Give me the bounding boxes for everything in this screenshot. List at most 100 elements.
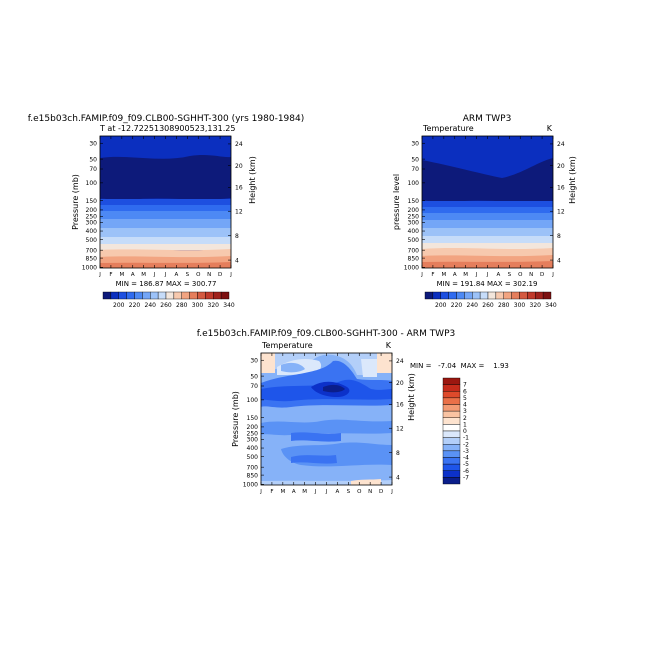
ytick-label: 250 <box>86 214 98 221</box>
ytick-label: 50 <box>250 373 258 380</box>
colorbar-swatch <box>442 424 461 432</box>
ytick-label: 850 <box>408 255 420 262</box>
panel-obs-yticks-right: 24 20 16 12 8 4 <box>550 141 565 264</box>
colorbar-swatch <box>442 450 461 458</box>
colorbar-swatch <box>442 437 461 445</box>
xtick-label: A <box>497 272 501 278</box>
panel-model-title: f.e15b03ch.FAMIP.f09_f09.CLB00-SGHHT-300… <box>28 114 304 124</box>
ytick-right-label: 8 <box>235 233 239 240</box>
colorbar-swatch <box>432 291 441 300</box>
ytick-label: 1000 <box>82 265 97 272</box>
ytick-label: 250 <box>408 214 420 221</box>
ytick-label: 1000 <box>243 482 258 489</box>
colorbar-label: 340 <box>223 302 235 309</box>
ytick-right-label: 4 <box>396 474 400 481</box>
ytick-label: 400 <box>247 445 259 452</box>
colorbar-label: 300 <box>514 302 526 309</box>
xtick-label: D <box>540 272 544 278</box>
ytick-label: 150 <box>247 415 259 422</box>
ytick-label: 700 <box>408 247 420 254</box>
xtick-label: J <box>551 272 554 278</box>
colorbar-swatch <box>424 291 434 300</box>
colorbar-label: 3 <box>463 408 467 415</box>
xtick-label: S <box>186 272 190 278</box>
panel-model-ylabel-right: Height (km) <box>248 156 257 204</box>
ytick-right-label: 12 <box>235 208 243 215</box>
xtick-label: N <box>529 272 533 278</box>
ytick-label: 850 <box>86 255 98 262</box>
xtick-label: F <box>270 489 273 495</box>
xtick-label: J <box>325 489 328 495</box>
xtick-label: O <box>518 272 523 278</box>
panel-model-stats: MIN = 186.87 MAX = 300.77 <box>116 280 217 288</box>
xtick-label: D <box>218 272 222 278</box>
panel-model-colorbar: 200 220 240 260 280 300 320 340 <box>102 291 235 309</box>
ytick-label: 50 <box>89 156 97 163</box>
ytick-label: 30 <box>89 140 97 147</box>
panel-diff-ylabel-right: Height (km) <box>407 373 416 421</box>
colorbar-swatch <box>150 291 159 300</box>
xtick-label: J <box>475 272 478 278</box>
panel-diff-subtitle: Temperature <box>261 341 313 350</box>
colorbar-swatch <box>442 417 461 425</box>
colorbar-swatch <box>118 291 127 300</box>
colorbar-label: 240 <box>145 302 157 309</box>
colorbar-swatch <box>519 291 528 300</box>
colorbar-label: 220 <box>451 302 463 309</box>
colorbar-swatch <box>173 291 182 300</box>
colorbar-swatch <box>495 291 504 300</box>
ytick-label: 700 <box>86 247 98 254</box>
colorbar-swatch <box>213 291 222 300</box>
xtick-label: M <box>119 272 124 278</box>
colorbar-swatch <box>472 291 481 300</box>
xtick-label: S <box>347 489 351 495</box>
colorbar-swatch <box>102 291 112 300</box>
ytick-label: 200 <box>408 207 420 214</box>
ytick-label: 150 <box>86 198 98 205</box>
panel-obs-title: ARM TWP3 <box>463 114 512 124</box>
ytick-label: 400 <box>86 228 98 235</box>
panel-obs-ylabel: pressure level <box>392 174 401 230</box>
ytick-label: 70 <box>250 383 258 390</box>
ytick-label: 500 <box>408 237 420 244</box>
ytick-label: 30 <box>411 140 419 147</box>
colorbar-swatch <box>442 430 461 438</box>
ytick-right-label: 20 <box>557 163 565 170</box>
panel-model: f.e15b03ch.FAMIP.f09_f09.CLB00-SGHHT-300… <box>28 114 304 309</box>
xtick-label: F <box>431 272 434 278</box>
ytick-right-label: 20 <box>396 380 404 387</box>
colorbar-swatch <box>442 470 461 478</box>
colorbar-label: 2 <box>463 415 467 422</box>
xtick-label: S <box>508 272 512 278</box>
ytick-label: 200 <box>86 207 98 214</box>
colorbar-label: 0 <box>463 428 467 435</box>
colorbar-swatch <box>442 457 461 465</box>
xtick-label: A <box>175 272 179 278</box>
ytick-label: 30 <box>250 357 258 364</box>
xtick-label: A <box>453 272 457 278</box>
colorbar-swatch <box>442 410 461 418</box>
panel-diff-stats: MIN = -7.04 MAX = 1.93 <box>410 362 509 370</box>
colorbar-label: -1 <box>463 435 469 442</box>
panel-obs: ARM TWP3 Temperature K 30507010015020025… <box>392 114 577 309</box>
colorbar-label: -2 <box>463 441 469 448</box>
ytick-label: 250 <box>247 431 259 438</box>
ytick-label: 200 <box>247 424 259 431</box>
ytick-right-label: 12 <box>557 208 565 215</box>
panel-model-yticks-right: 24 20 16 12 8 4 <box>228 141 243 264</box>
xtick-label: A <box>336 489 340 495</box>
panel-model-ylabel: Pressure (mb) <box>71 174 80 230</box>
colorbar-swatch <box>142 291 151 300</box>
xtick-label: J <box>259 489 262 495</box>
ytick-label: 1000 <box>404 265 419 272</box>
xtick-label: M <box>441 272 446 278</box>
xtick-label: J <box>314 489 317 495</box>
panel-obs-ylabel-right: Height (km) <box>568 156 577 204</box>
colorbar-swatch <box>189 291 198 300</box>
xtick-label: A <box>292 489 296 495</box>
